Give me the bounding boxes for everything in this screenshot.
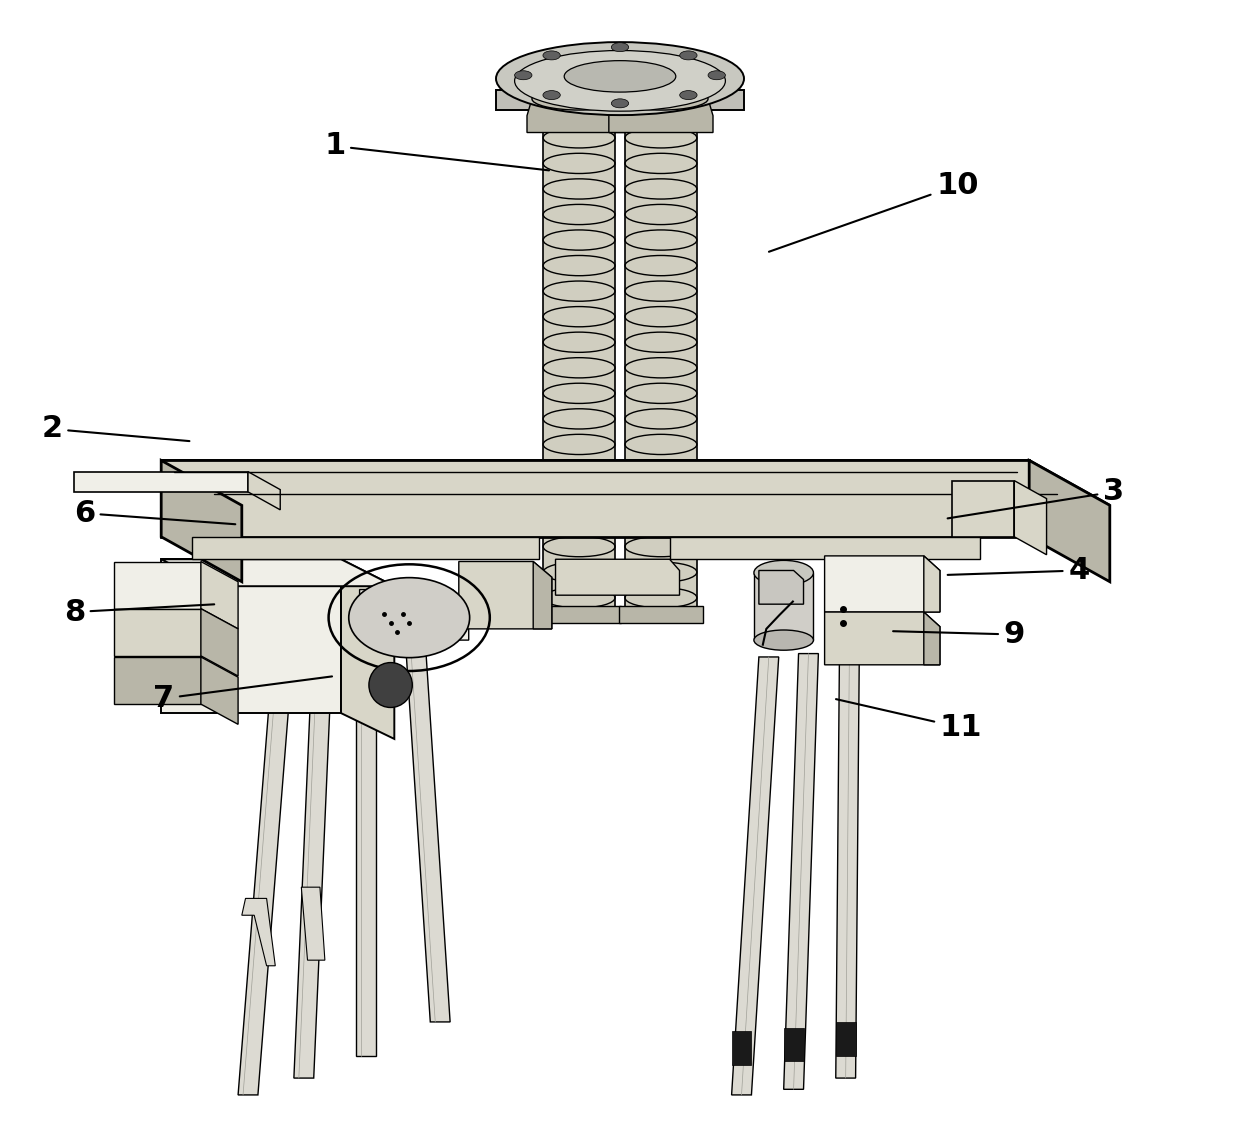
Polygon shape xyxy=(201,657,238,724)
Polygon shape xyxy=(294,651,332,1078)
Polygon shape xyxy=(784,654,818,1089)
Polygon shape xyxy=(619,606,703,623)
Polygon shape xyxy=(114,609,201,656)
Ellipse shape xyxy=(708,71,725,80)
Ellipse shape xyxy=(543,51,560,60)
Text: 11: 11 xyxy=(836,700,982,742)
Ellipse shape xyxy=(532,88,626,110)
Ellipse shape xyxy=(680,51,697,60)
Polygon shape xyxy=(242,898,275,966)
Text: 8: 8 xyxy=(63,597,215,627)
Ellipse shape xyxy=(370,663,412,707)
Polygon shape xyxy=(356,646,376,1056)
Polygon shape xyxy=(537,606,621,623)
Text: 4: 4 xyxy=(947,556,1090,585)
Ellipse shape xyxy=(564,61,676,92)
Polygon shape xyxy=(625,110,697,623)
Polygon shape xyxy=(201,609,238,676)
Polygon shape xyxy=(924,556,940,612)
Polygon shape xyxy=(732,1031,751,1065)
Ellipse shape xyxy=(754,560,813,585)
Polygon shape xyxy=(192,537,539,559)
Polygon shape xyxy=(161,460,1029,537)
Ellipse shape xyxy=(496,42,744,116)
Polygon shape xyxy=(360,590,469,640)
Polygon shape xyxy=(1014,481,1047,555)
Polygon shape xyxy=(670,537,980,559)
Polygon shape xyxy=(952,481,1014,537)
Polygon shape xyxy=(543,110,615,623)
Polygon shape xyxy=(341,559,394,739)
Polygon shape xyxy=(924,612,940,665)
Polygon shape xyxy=(114,657,201,704)
Ellipse shape xyxy=(611,43,629,52)
Polygon shape xyxy=(161,559,394,586)
Polygon shape xyxy=(248,472,280,510)
Polygon shape xyxy=(836,1022,856,1056)
Ellipse shape xyxy=(515,71,532,80)
Ellipse shape xyxy=(680,91,697,100)
Polygon shape xyxy=(825,612,940,665)
Ellipse shape xyxy=(515,51,725,111)
Polygon shape xyxy=(527,99,631,133)
Polygon shape xyxy=(825,556,940,612)
Text: 10: 10 xyxy=(769,171,978,252)
Ellipse shape xyxy=(611,99,629,108)
Polygon shape xyxy=(754,573,813,640)
Polygon shape xyxy=(496,90,744,110)
Text: 6: 6 xyxy=(73,499,236,528)
Polygon shape xyxy=(609,99,713,133)
Polygon shape xyxy=(161,460,1110,505)
Polygon shape xyxy=(405,642,450,1022)
Text: 2: 2 xyxy=(41,414,190,444)
Polygon shape xyxy=(459,562,552,629)
Ellipse shape xyxy=(543,91,560,100)
Polygon shape xyxy=(556,559,680,595)
Polygon shape xyxy=(201,562,238,629)
Polygon shape xyxy=(301,887,325,960)
Polygon shape xyxy=(836,651,859,1078)
Ellipse shape xyxy=(614,88,708,110)
Polygon shape xyxy=(238,657,293,1095)
Text: 3: 3 xyxy=(947,477,1125,519)
Polygon shape xyxy=(1029,460,1110,582)
Text: 7: 7 xyxy=(153,676,332,713)
Ellipse shape xyxy=(348,577,470,658)
Polygon shape xyxy=(114,562,201,609)
Polygon shape xyxy=(784,1028,804,1061)
Polygon shape xyxy=(759,570,804,604)
Polygon shape xyxy=(161,460,242,582)
Polygon shape xyxy=(74,472,248,492)
Ellipse shape xyxy=(754,630,813,650)
Polygon shape xyxy=(732,657,779,1095)
Polygon shape xyxy=(161,559,341,713)
Polygon shape xyxy=(533,562,552,629)
Text: 9: 9 xyxy=(893,620,1025,649)
Text: 1: 1 xyxy=(324,131,549,171)
